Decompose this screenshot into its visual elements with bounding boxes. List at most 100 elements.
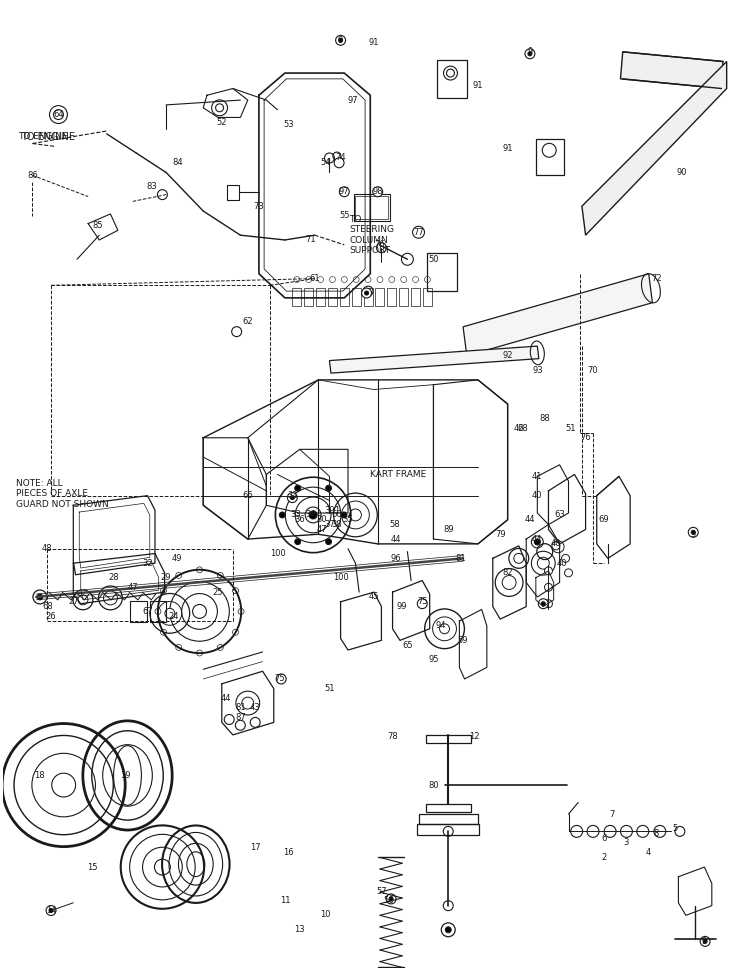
Text: 12: 12 xyxy=(469,732,479,742)
Text: 76: 76 xyxy=(374,240,384,249)
Text: 73: 73 xyxy=(254,202,264,211)
Text: 47: 47 xyxy=(127,583,138,592)
Circle shape xyxy=(531,536,543,548)
Text: 35: 35 xyxy=(343,515,353,524)
Text: 49: 49 xyxy=(172,554,183,563)
Text: 45: 45 xyxy=(369,593,379,602)
Text: 37: 37 xyxy=(324,520,335,529)
Bar xyxy=(352,289,361,305)
Polygon shape xyxy=(621,52,723,88)
Text: 69: 69 xyxy=(599,515,610,524)
Bar xyxy=(354,193,390,221)
Bar xyxy=(375,289,384,305)
Circle shape xyxy=(215,104,224,112)
Text: 75: 75 xyxy=(275,675,285,683)
Circle shape xyxy=(287,493,297,503)
Text: 28: 28 xyxy=(108,573,120,582)
Text: 96: 96 xyxy=(391,554,402,563)
Bar xyxy=(419,814,478,823)
Text: 82: 82 xyxy=(503,569,513,577)
Circle shape xyxy=(562,554,569,563)
Text: 65: 65 xyxy=(402,641,413,649)
Text: 16: 16 xyxy=(283,849,294,857)
Text: 2: 2 xyxy=(601,853,607,862)
Text: 47: 47 xyxy=(316,525,328,534)
Text: 56: 56 xyxy=(384,896,394,905)
Circle shape xyxy=(341,512,347,518)
Text: 3: 3 xyxy=(624,839,629,848)
Bar xyxy=(364,289,373,305)
Text: 57: 57 xyxy=(376,886,387,896)
Text: 88: 88 xyxy=(539,414,550,423)
Circle shape xyxy=(539,599,548,608)
Text: 9: 9 xyxy=(527,48,533,56)
Text: 44: 44 xyxy=(524,515,535,524)
Text: 38: 38 xyxy=(331,520,343,529)
Text: 89: 89 xyxy=(443,525,453,534)
Text: 99: 99 xyxy=(397,602,408,611)
Circle shape xyxy=(502,575,516,589)
Text: 78: 78 xyxy=(387,732,398,742)
Bar xyxy=(292,289,301,305)
Text: 51: 51 xyxy=(324,684,334,693)
Text: 51: 51 xyxy=(565,424,576,433)
Bar xyxy=(150,601,166,622)
Text: 39: 39 xyxy=(324,505,335,514)
Text: 95: 95 xyxy=(428,655,438,664)
Circle shape xyxy=(440,624,450,634)
Text: 19: 19 xyxy=(120,771,131,780)
Text: 79: 79 xyxy=(495,530,506,538)
Text: 86: 86 xyxy=(27,171,38,180)
Text: 64: 64 xyxy=(53,110,64,119)
Text: 75: 75 xyxy=(417,597,428,607)
Text: 71: 71 xyxy=(306,235,316,245)
Text: 27: 27 xyxy=(68,597,79,607)
Bar xyxy=(427,253,457,292)
Bar xyxy=(304,289,313,305)
Text: 7: 7 xyxy=(609,810,614,818)
Text: NOTE: ALL
PIECES OF AXLE
GUARD NOT SHOWN: NOTE: ALL PIECES OF AXLE GUARD NOT SHOWN xyxy=(16,479,109,508)
Text: 11: 11 xyxy=(280,896,290,905)
Circle shape xyxy=(376,243,387,253)
Bar xyxy=(130,601,147,622)
Circle shape xyxy=(290,496,294,500)
Polygon shape xyxy=(463,274,652,356)
Text: 25: 25 xyxy=(213,588,224,597)
Text: 8: 8 xyxy=(654,829,659,838)
Text: 50: 50 xyxy=(428,255,438,263)
Text: 91: 91 xyxy=(503,144,513,153)
Bar xyxy=(387,289,396,305)
Circle shape xyxy=(691,531,695,535)
Text: 43: 43 xyxy=(250,704,260,712)
Circle shape xyxy=(445,927,451,933)
Text: 61: 61 xyxy=(309,274,320,283)
Polygon shape xyxy=(329,346,539,373)
Circle shape xyxy=(637,825,649,837)
Text: 74: 74 xyxy=(335,154,346,162)
Text: 52: 52 xyxy=(217,118,227,126)
Text: 60: 60 xyxy=(331,510,342,519)
Circle shape xyxy=(413,226,425,238)
Circle shape xyxy=(565,569,572,576)
Circle shape xyxy=(386,894,396,904)
Circle shape xyxy=(389,897,393,901)
Text: 67: 67 xyxy=(142,607,153,616)
Text: 90: 90 xyxy=(677,168,687,177)
Text: 9: 9 xyxy=(690,530,696,538)
Text: 85: 85 xyxy=(93,221,103,230)
Text: 9: 9 xyxy=(338,36,343,45)
Circle shape xyxy=(444,901,453,911)
Text: 94: 94 xyxy=(435,621,446,631)
Text: 41: 41 xyxy=(532,471,542,481)
Circle shape xyxy=(373,187,383,196)
Text: 84: 84 xyxy=(172,158,183,167)
Text: 36: 36 xyxy=(295,515,305,524)
Text: 44: 44 xyxy=(220,694,231,703)
Circle shape xyxy=(525,49,535,58)
Bar xyxy=(411,289,420,305)
Circle shape xyxy=(545,600,553,608)
Bar xyxy=(426,735,470,743)
Text: 32: 32 xyxy=(142,559,153,568)
Text: 29: 29 xyxy=(161,573,171,582)
Circle shape xyxy=(54,110,64,120)
